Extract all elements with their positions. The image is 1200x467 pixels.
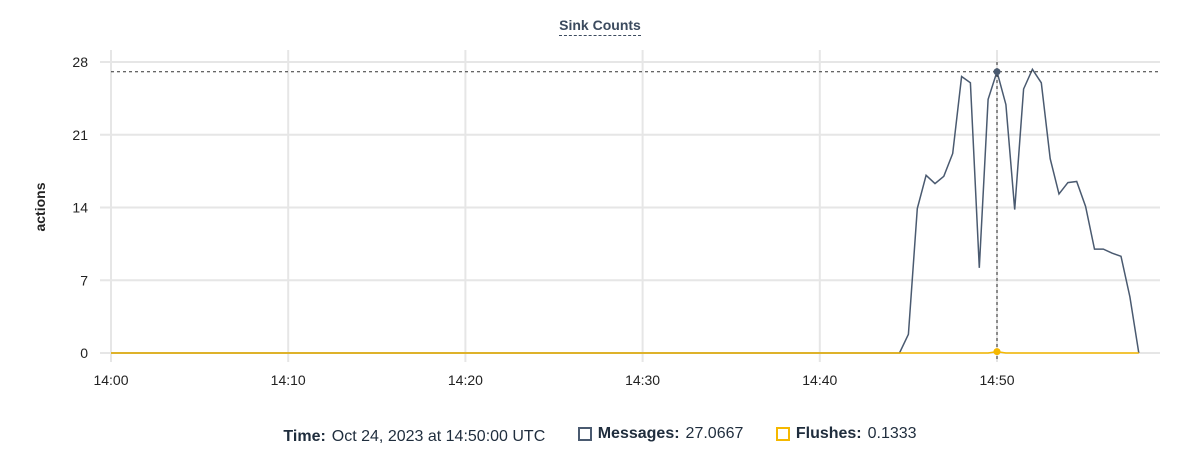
y-tick-label: 21: [72, 127, 88, 143]
time-value: Oct 24, 2023 at 14:50:00 UTC: [331, 428, 546, 445]
x-tick-label: 14:50: [979, 372, 1014, 388]
x-tick-label: 14:00: [93, 372, 128, 388]
y-tick-label: 0: [80, 345, 88, 361]
messages-value: 27.0667: [685, 425, 744, 442]
legend-messages[interactable]: Messages: 27.0667: [577, 425, 744, 443]
messages-swatch-icon: [577, 427, 592, 441]
x-tick-label: 14:20: [448, 372, 483, 388]
y-tick-label: 28: [72, 54, 88, 70]
messages-label: Messages:: [597, 425, 680, 442]
series-line-flushes: [111, 350, 1139, 354]
flushes-value: 0.1333: [867, 425, 917, 442]
y-tick-label: 14: [72, 200, 88, 216]
time-label: Time:: [283, 428, 326, 445]
flushes-point: [993, 348, 1001, 356]
x-tick-label: 14:30: [625, 372, 660, 388]
series-line-messages: [111, 67, 1140, 354]
flushes-label: Flushes:: [795, 425, 862, 442]
chart-title: Sink Counts: [0, 17, 1200, 36]
messages-point: [993, 68, 1001, 76]
y-axis-label: actions: [32, 182, 48, 231]
chart-title-text[interactable]: Sink Counts: [559, 17, 641, 36]
flushes-swatch-icon: [775, 427, 790, 441]
x-tick-label: 14:10: [271, 372, 306, 388]
x-tick-label: 14:40: [802, 372, 837, 388]
legend-time: Time: Oct 24, 2023 at 14:50:00 UTC: [283, 428, 545, 446]
y-tick-label: 7: [80, 272, 88, 288]
legend-flushes[interactable]: Flushes: 0.1333: [775, 425, 917, 443]
tooltip-legend: Time: Oct 24, 2023 at 14:50:00 UTC Messa…: [0, 425, 1200, 446]
